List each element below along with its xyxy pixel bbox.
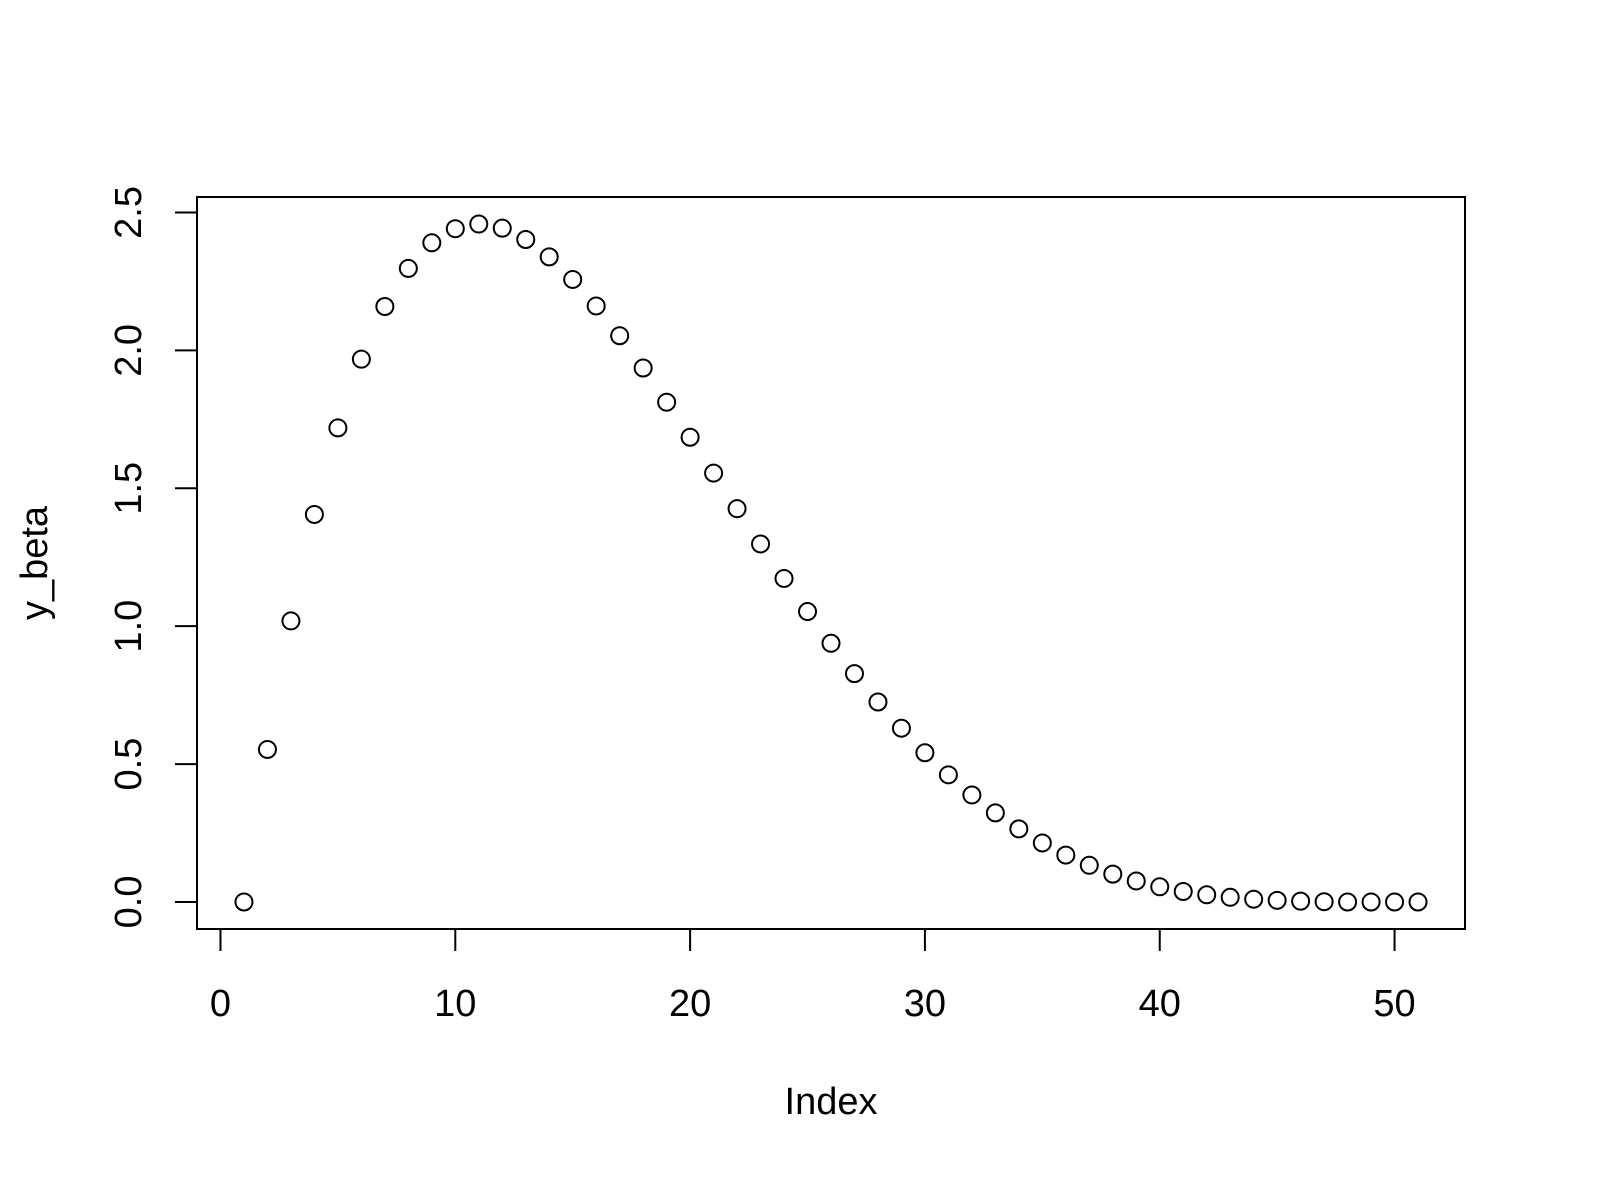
x-tick-label: 40 bbox=[1139, 983, 1181, 1025]
x-tick-label: 0 bbox=[210, 983, 231, 1025]
x-axis-label: Index bbox=[785, 1081, 878, 1123]
point bbox=[610, 326, 630, 346]
point bbox=[633, 358, 653, 378]
point bbox=[774, 568, 794, 588]
point bbox=[868, 692, 888, 712]
point bbox=[516, 229, 536, 249]
point bbox=[680, 427, 700, 447]
point bbox=[398, 258, 418, 278]
point bbox=[915, 743, 935, 763]
point bbox=[704, 463, 724, 483]
point bbox=[281, 611, 301, 631]
point bbox=[1032, 833, 1052, 853]
point bbox=[539, 247, 559, 267]
point bbox=[257, 739, 277, 759]
point bbox=[375, 296, 395, 316]
point bbox=[938, 765, 958, 785]
point bbox=[1361, 892, 1381, 912]
point bbox=[1079, 855, 1099, 875]
point bbox=[351, 349, 371, 369]
y-tick-label: 0.5 bbox=[108, 738, 150, 791]
point bbox=[304, 504, 324, 524]
point bbox=[492, 218, 512, 238]
point bbox=[798, 602, 818, 622]
plot-box bbox=[196, 196, 1466, 930]
point bbox=[985, 803, 1005, 823]
point bbox=[469, 214, 489, 234]
point bbox=[1150, 877, 1170, 897]
point bbox=[1197, 885, 1217, 905]
point bbox=[1291, 891, 1311, 911]
point bbox=[1314, 892, 1334, 912]
point bbox=[1220, 887, 1240, 907]
y-tick-label: 1.5 bbox=[108, 462, 150, 515]
y-tick-label: 0.0 bbox=[108, 876, 150, 929]
point bbox=[1126, 871, 1146, 891]
point bbox=[328, 418, 348, 438]
point bbox=[1385, 892, 1405, 912]
point bbox=[586, 296, 606, 316]
y-tick-label: 1.0 bbox=[108, 600, 150, 653]
point bbox=[751, 534, 771, 554]
point bbox=[234, 892, 254, 912]
point bbox=[1267, 890, 1287, 910]
point bbox=[1056, 845, 1076, 865]
point bbox=[1408, 892, 1428, 912]
point bbox=[657, 392, 677, 412]
point bbox=[727, 499, 747, 519]
y-tick-label: 2.5 bbox=[108, 186, 150, 239]
point bbox=[844, 664, 864, 684]
point bbox=[1173, 881, 1193, 901]
point bbox=[1009, 819, 1029, 839]
point bbox=[891, 718, 911, 738]
point bbox=[563, 269, 583, 289]
x-tick-label: 20 bbox=[669, 983, 711, 1025]
y-axis-label: y_beta bbox=[14, 505, 56, 620]
point bbox=[1103, 864, 1123, 884]
x-tick-label: 30 bbox=[904, 983, 946, 1025]
x-tick-label: 10 bbox=[434, 983, 476, 1025]
y-tick-label: 2.0 bbox=[108, 324, 150, 377]
x-tick-label: 50 bbox=[1373, 983, 1415, 1025]
point bbox=[422, 233, 442, 253]
point bbox=[1244, 889, 1264, 909]
point bbox=[445, 219, 465, 239]
point bbox=[821, 633, 841, 653]
point bbox=[1338, 892, 1358, 912]
point bbox=[962, 785, 982, 805]
